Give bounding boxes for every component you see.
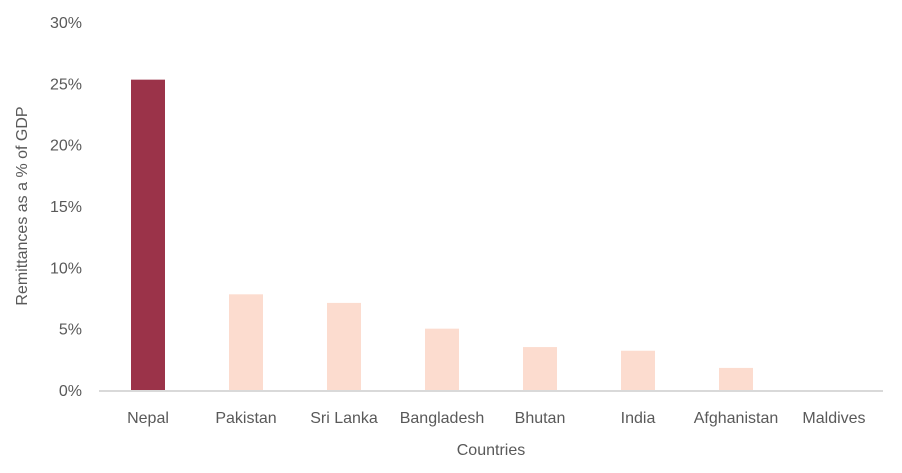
y-tick-label: 20% xyxy=(50,138,82,155)
y-tick-label: 10% xyxy=(50,260,82,277)
x-tick-label: Sri Lanka xyxy=(310,410,378,427)
bar-bhutan xyxy=(523,347,557,390)
x-tick-label: Bangladesh xyxy=(400,410,485,427)
y-tick-label: 15% xyxy=(50,199,82,216)
y-tick-label: 30% xyxy=(50,15,82,32)
x-tick-label: Pakistan xyxy=(215,410,276,427)
bar-sri-lanka xyxy=(327,302,361,390)
y-tick-label: 5% xyxy=(59,322,82,339)
bar-pakistan xyxy=(229,294,263,390)
x-tick-label: Nepal xyxy=(127,410,169,427)
y-tick-label: 25% xyxy=(50,76,82,93)
bar-afghanistan xyxy=(719,367,753,390)
x-tick-label: Afghanistan xyxy=(694,410,779,427)
bar-india xyxy=(621,350,655,390)
bar-bangladesh xyxy=(425,328,459,390)
x-tick-label: India xyxy=(621,410,656,427)
y-tick-label: 0% xyxy=(59,383,82,400)
x-axis-label: Countries xyxy=(457,442,525,459)
x-tick-label: Maldives xyxy=(802,410,865,427)
bar-nepal xyxy=(131,79,165,391)
y-axis-label: Remittances as a % of GDP xyxy=(14,106,31,305)
x-tick-label: Bhutan xyxy=(515,410,566,427)
